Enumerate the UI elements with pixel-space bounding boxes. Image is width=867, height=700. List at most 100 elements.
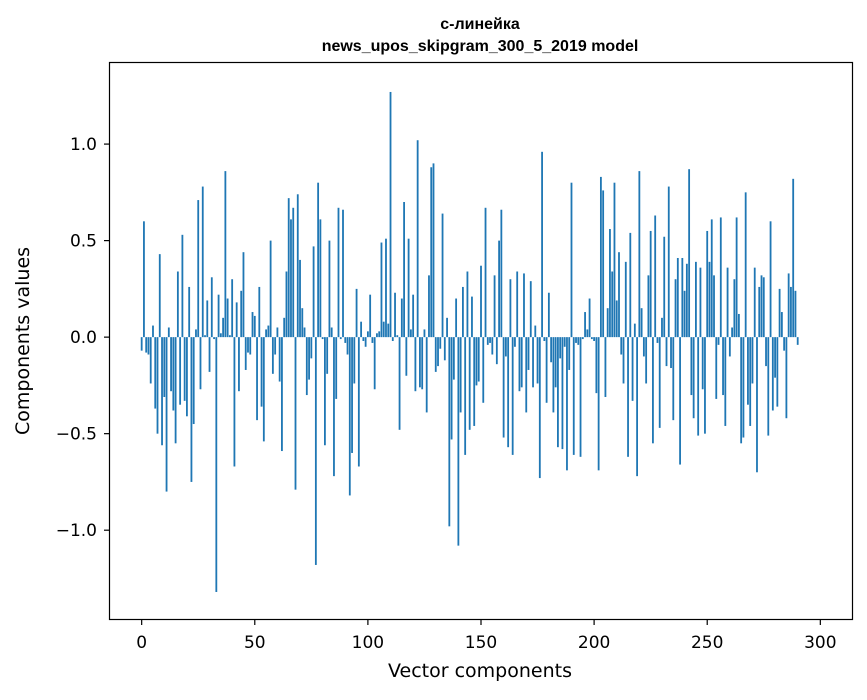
bar-5 (152, 325, 154, 338)
bar-85 (333, 337, 335, 477)
bar-250 (706, 230, 709, 338)
bar-224 (647, 275, 650, 338)
bar-19 (183, 337, 186, 401)
bar-63 (283, 317, 286, 338)
y-tick-label: −0.5 (56, 425, 97, 445)
bar-252 (710, 219, 713, 338)
bar-214 (624, 261, 627, 338)
bar-240 (683, 290, 686, 338)
bar-34 (217, 294, 220, 338)
bar-231 (663, 236, 666, 338)
bar-89 (342, 209, 344, 338)
bar-6 (154, 337, 157, 409)
bar-188 (566, 337, 568, 471)
bar-286 (787, 273, 790, 338)
bar-44 (240, 290, 243, 338)
bar-239 (681, 257, 684, 338)
bar-115 (400, 298, 403, 338)
bar-192 (575, 337, 577, 343)
bar-144 (466, 271, 469, 338)
bar-133 (441, 213, 444, 338)
bar-193 (577, 337, 580, 345)
bar-8 (158, 254, 161, 338)
bar-62 (281, 337, 283, 452)
bar-77 (314, 337, 317, 565)
bar-58 (271, 337, 274, 374)
bar-229 (658, 337, 661, 428)
bar-237 (676, 257, 679, 338)
bar-257 (722, 337, 724, 396)
bar-15 (174, 337, 177, 444)
bar-279 (771, 337, 774, 411)
bar-45 (242, 252, 245, 338)
bar-242 (688, 169, 691, 338)
bar-28 (204, 335, 206, 338)
bar-258 (724, 337, 727, 426)
bar-157 (495, 337, 498, 365)
bar-11 (165, 337, 168, 492)
bar-253 (713, 275, 715, 338)
bar-90 (344, 337, 347, 343)
y-tick-label: 1.0 (70, 135, 97, 155)
bar-140 (457, 337, 460, 546)
bar-223 (645, 337, 648, 384)
bar-278 (769, 221, 772, 338)
bar-103 (373, 337, 376, 390)
bar-219 (636, 337, 638, 477)
x-tick-label: 100 (352, 633, 384, 653)
bar-265 (740, 337, 743, 444)
bar-117 (405, 337, 408, 376)
bar-249 (704, 337, 706, 434)
bar-31 (210, 277, 213, 338)
bar-263 (735, 217, 738, 338)
bar-110 (389, 91, 392, 338)
bar-7 (156, 337, 159, 434)
bar-215 (627, 337, 629, 457)
bar-172 (529, 281, 532, 338)
bar-142 (462, 286, 464, 338)
bar-266 (742, 337, 745, 438)
bar-272 (756, 337, 758, 473)
bar-191 (572, 337, 575, 455)
bar-84 (330, 327, 333, 338)
bar-148 (475, 337, 478, 386)
bar-281 (776, 337, 779, 407)
bar-209 (613, 182, 616, 338)
bar-48 (249, 337, 252, 355)
x-tick-label: 50 (244, 633, 266, 653)
bar-131 (437, 337, 439, 367)
bar-73 (305, 337, 308, 396)
bar-92 (348, 337, 351, 496)
bar-78 (317, 182, 320, 338)
bar-106 (380, 242, 383, 338)
bar-181 (550, 337, 553, 363)
bar-190 (570, 182, 573, 338)
bar-42 (235, 302, 238, 338)
bar-156 (493, 275, 496, 338)
bar-129 (432, 163, 435, 338)
bar-248 (701, 337, 704, 390)
bar-130 (434, 337, 437, 372)
bar-82 (326, 337, 329, 374)
bar-26 (199, 337, 202, 390)
bar-98 (362, 337, 365, 341)
bar-12 (167, 327, 170, 338)
bar-29 (206, 300, 209, 338)
bar-216 (629, 232, 632, 338)
bar-199 (590, 337, 593, 340)
bar-195 (581, 337, 584, 340)
bar-119 (409, 329, 412, 338)
bar-207 (609, 229, 611, 338)
bar-147 (473, 337, 476, 426)
bar-20 (186, 337, 188, 417)
bar-202 (597, 337, 600, 471)
bar-36 (222, 317, 225, 338)
bar-220 (638, 171, 641, 338)
bar-121 (414, 337, 417, 392)
bar-182 (552, 337, 555, 413)
bar-1 (143, 221, 145, 338)
bar-212 (620, 337, 623, 355)
y-tick-label: 0.0 (70, 328, 97, 348)
bar-21 (188, 286, 191, 338)
